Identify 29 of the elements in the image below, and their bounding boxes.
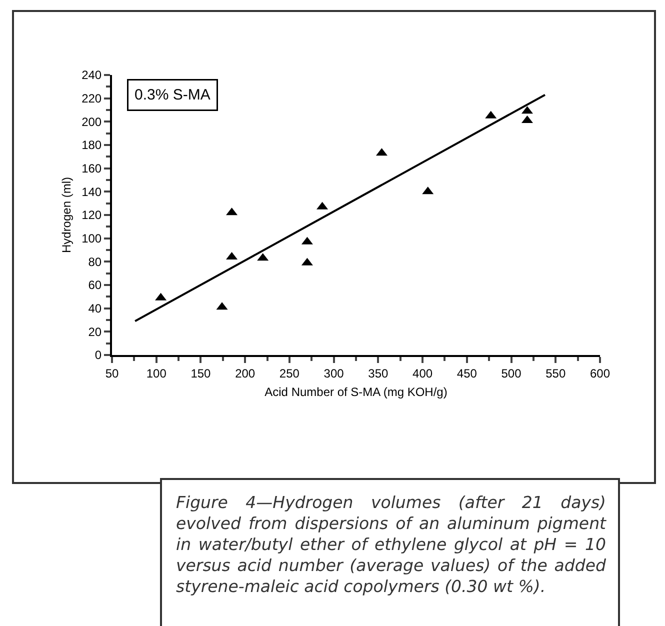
x-tick-label: 50 [105,366,119,380]
x-tick-label: 250 [279,366,300,380]
y-tick-label: 60 [88,278,102,292]
x-tick-label: 400 [412,366,433,380]
x-tick-label: 350 [368,366,389,380]
x-tick-label: 500 [501,366,522,380]
y-tick-label: 140 [82,184,102,199]
y-tick-label: 80 [88,254,102,269]
x-tick-label: 200 [235,366,256,380]
y-tick-label: 220 [82,92,102,106]
caption: Figure 4—Hydrogen volumes (after 21 days) evolved from dispersions of an aluminum pigment in water/butyl ether of ethylene glycol at pH = 10 versus acid number (average values) of the added styrene-maleic acid copolymers (0.30 wt %). [160,478,620,626]
x-tick-label: 550 [546,366,566,380]
x-tick-label: 300 [324,366,344,380]
y-tick-label: 100 [82,232,102,246]
x-tick-label: 600 [590,366,610,380]
x-tick-label: 100 [146,366,167,380]
y-tick-label: 20 [88,324,102,339]
x-tick-label: 150 [190,366,212,380]
y-tick-label: 180 [82,138,102,152]
y-tick-label: 40 [88,302,102,316]
x-tick-label: 450 [456,366,478,380]
y-tick-label: 240 [82,68,102,82]
y-tick-label: 160 [82,162,102,176]
annotation: 0.3% S-MA [134,86,210,104]
y-tick-label: 120 [82,208,102,222]
y-tick-label: 0 [94,348,102,362]
y-axis-title: Hydrogen (ml) [59,176,74,254]
y-tick-label: 200 [82,114,102,129]
x-axis-title: Acid Number of S-MA (mg KOH/g) [264,384,448,399]
